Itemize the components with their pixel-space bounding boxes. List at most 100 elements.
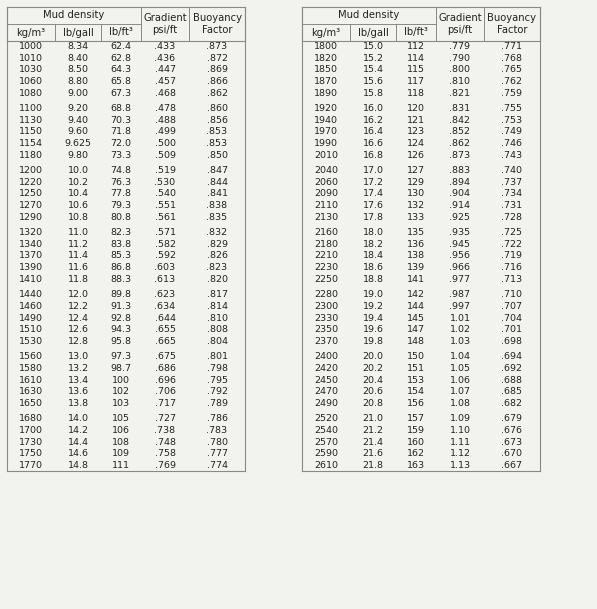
Text: 108: 108 [112,437,130,446]
Text: 11.2: 11.2 [67,240,88,249]
Text: .603: .603 [155,263,176,272]
Text: 151: 151 [407,364,425,373]
Text: 2350: 2350 [314,325,338,334]
Text: .792: .792 [207,387,227,396]
Text: 92.8: 92.8 [110,314,131,323]
Text: .551: .551 [155,201,176,210]
Text: 8.80: 8.80 [67,77,88,86]
Text: 106: 106 [112,426,130,435]
Text: 86.8: 86.8 [110,263,131,272]
Text: 1560: 1560 [19,352,43,361]
Text: 16.6: 16.6 [362,139,383,148]
Text: 21.2: 21.2 [362,426,383,435]
Text: .904: .904 [450,189,470,199]
Text: 17.2: 17.2 [362,178,383,187]
Text: 73.3: 73.3 [110,150,131,160]
Text: 17.8: 17.8 [362,213,383,222]
Text: .817: .817 [207,290,227,299]
Text: .945: .945 [450,240,470,249]
Text: 1490: 1490 [19,314,43,323]
Text: Mud density: Mud density [44,10,104,21]
Text: 127: 127 [407,166,425,175]
Text: .499: .499 [155,127,176,136]
Text: .686: .686 [155,364,176,373]
Text: 10.2: 10.2 [67,178,88,187]
Text: .842: .842 [450,116,470,125]
Text: .795: .795 [207,376,227,384]
Text: .509: .509 [155,150,176,160]
Text: 1.13: 1.13 [450,460,470,470]
Text: lb/ft³: lb/ft³ [109,27,133,38]
Text: .571: .571 [155,228,176,238]
Text: .860: .860 [207,104,227,113]
Text: 1610: 1610 [19,376,43,384]
Text: 133: 133 [407,213,425,222]
Text: .433: .433 [155,42,176,51]
Text: .823: .823 [207,263,227,272]
Text: .838: .838 [207,201,227,210]
Text: 150: 150 [407,352,425,361]
Text: .821: .821 [450,89,470,97]
Text: .738: .738 [155,426,176,435]
Text: 8.34: 8.34 [67,42,88,51]
Text: 2470: 2470 [314,387,338,396]
Text: .698: .698 [501,337,522,346]
Text: .883: .883 [450,166,470,175]
Text: .644: .644 [155,314,176,323]
Text: 105: 105 [112,414,130,423]
Text: 9.00: 9.00 [67,89,88,97]
Text: 1180: 1180 [19,150,43,160]
Text: 1080: 1080 [19,89,43,97]
Text: .613: .613 [155,275,176,284]
Text: 123: 123 [407,127,425,136]
Text: .468: .468 [155,89,176,97]
Text: 14.0: 14.0 [67,414,88,423]
Text: 70.3: 70.3 [110,116,131,125]
Text: 2400: 2400 [314,352,338,361]
Text: .935: .935 [450,228,470,238]
Text: 15.4: 15.4 [362,66,383,74]
Text: .478: .478 [155,104,176,113]
Text: .634: .634 [155,302,176,311]
Text: 12.6: 12.6 [67,325,88,334]
Text: 129: 129 [407,178,425,187]
Text: 17.0: 17.0 [362,166,383,175]
Text: 65.8: 65.8 [110,77,131,86]
Text: 64.3: 64.3 [110,66,131,74]
Text: .716: .716 [501,263,522,272]
Text: .826: .826 [207,252,227,261]
Text: 15.0: 15.0 [362,42,383,51]
Text: 80.8: 80.8 [110,213,131,222]
Text: 8.50: 8.50 [67,66,88,74]
Text: .869: .869 [207,66,227,74]
Text: 72.0: 72.0 [110,139,131,148]
Text: 1.10: 1.10 [450,426,470,435]
Text: 9.20: 9.20 [67,104,88,113]
Text: 1680: 1680 [19,414,43,423]
Text: 88.3: 88.3 [110,275,131,284]
Text: 1290: 1290 [19,213,43,222]
Text: 10.6: 10.6 [67,201,88,210]
Text: 1.08: 1.08 [450,399,470,407]
Text: .740: .740 [501,166,522,175]
Text: 1100: 1100 [19,104,43,113]
Text: .755: .755 [501,104,522,113]
Text: 142: 142 [407,290,425,299]
Text: .706: .706 [155,387,176,396]
Text: .734: .734 [501,189,522,199]
Text: 62.8: 62.8 [110,54,131,63]
Text: 160: 160 [407,437,425,446]
Text: .852: .852 [450,127,470,136]
Text: .801: .801 [207,352,227,361]
Text: 1970: 1970 [314,127,338,136]
Text: 1000: 1000 [19,42,43,51]
Text: 1.04: 1.04 [450,352,470,361]
Text: 21.4: 21.4 [362,437,383,446]
Text: 97.3: 97.3 [110,352,131,361]
Text: .894: .894 [450,178,470,187]
Text: 1.03: 1.03 [450,337,470,346]
Text: 1920: 1920 [314,104,338,113]
Text: 21.6: 21.6 [362,449,383,458]
Text: 1940: 1940 [314,116,338,125]
Text: 14.6: 14.6 [67,449,88,458]
